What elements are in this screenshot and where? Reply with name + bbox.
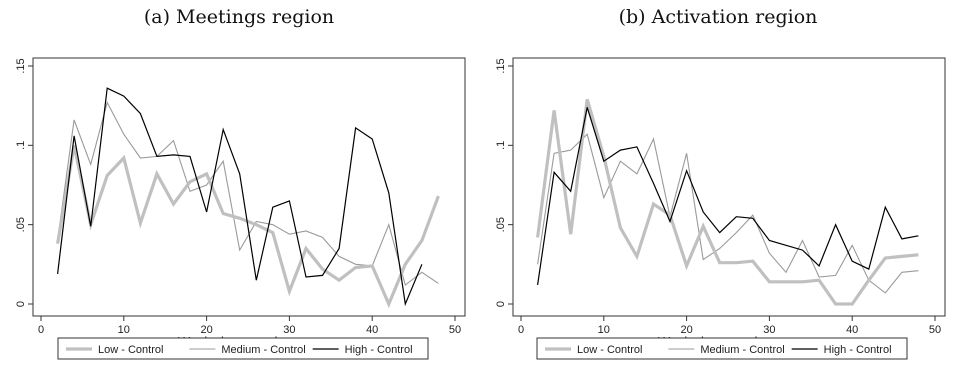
- panel-a-title: (a) Meetings region: [143, 6, 335, 28]
- legend-box: [57, 337, 429, 360]
- x-tick-label: 0: [518, 324, 524, 336]
- legend-label-medium: Medium - Control: [700, 344, 784, 356]
- panel-b-title: (b) Activation region: [618, 6, 818, 28]
- y-tick-label: .15: [495, 58, 507, 73]
- legend-label-low: Low - Control: [98, 344, 163, 356]
- legend-label-low: Low - Control: [577, 344, 642, 356]
- y-tick-label: 0: [15, 301, 27, 307]
- y-tick-label: .1: [15, 141, 27, 150]
- x-tick-label: 50: [929, 324, 941, 336]
- series-line-medium: [57, 100, 439, 286]
- x-tick-label: 50: [449, 324, 461, 336]
- x-tick-label: 30: [763, 324, 775, 336]
- legend: Low - Control Medium - Control High - Cont…: [536, 337, 908, 360]
- legend-label-high: High - Control: [824, 344, 892, 356]
- series-line-medium: [537, 133, 919, 294]
- x-tick-label: 20: [200, 324, 212, 336]
- legend-box: [536, 337, 908, 360]
- x-tick-label: 30: [283, 324, 295, 336]
- legend-label-medium: Medium - Control: [221, 344, 305, 356]
- y-tick-label: .15: [15, 58, 27, 73]
- series-line-low: [536, 98, 919, 306]
- x-tick-label: 0: [38, 324, 44, 336]
- y-tick-label: 0: [495, 301, 507, 307]
- x-tick-label: 20: [680, 324, 692, 336]
- series-line-high: [537, 107, 919, 286]
- y-tick-label: .05: [495, 217, 507, 232]
- series-line-low: [56, 144, 440, 309]
- y-tick-label: .05: [15, 217, 27, 232]
- x-tick-label: 40: [366, 324, 378, 336]
- x-tick-label: 10: [118, 324, 130, 336]
- plot-frame: [32, 57, 466, 317]
- series-line-high: [57, 87, 423, 307]
- plot-frame: [512, 57, 946, 317]
- legend: Low - Control Medium - Control High - Cont…: [57, 337, 429, 360]
- y-tick-label: .1: [495, 141, 507, 150]
- x-tick-label: 40: [846, 324, 858, 336]
- x-tick-label: 10: [598, 324, 610, 336]
- legend-label-high: High - Control: [345, 344, 413, 356]
